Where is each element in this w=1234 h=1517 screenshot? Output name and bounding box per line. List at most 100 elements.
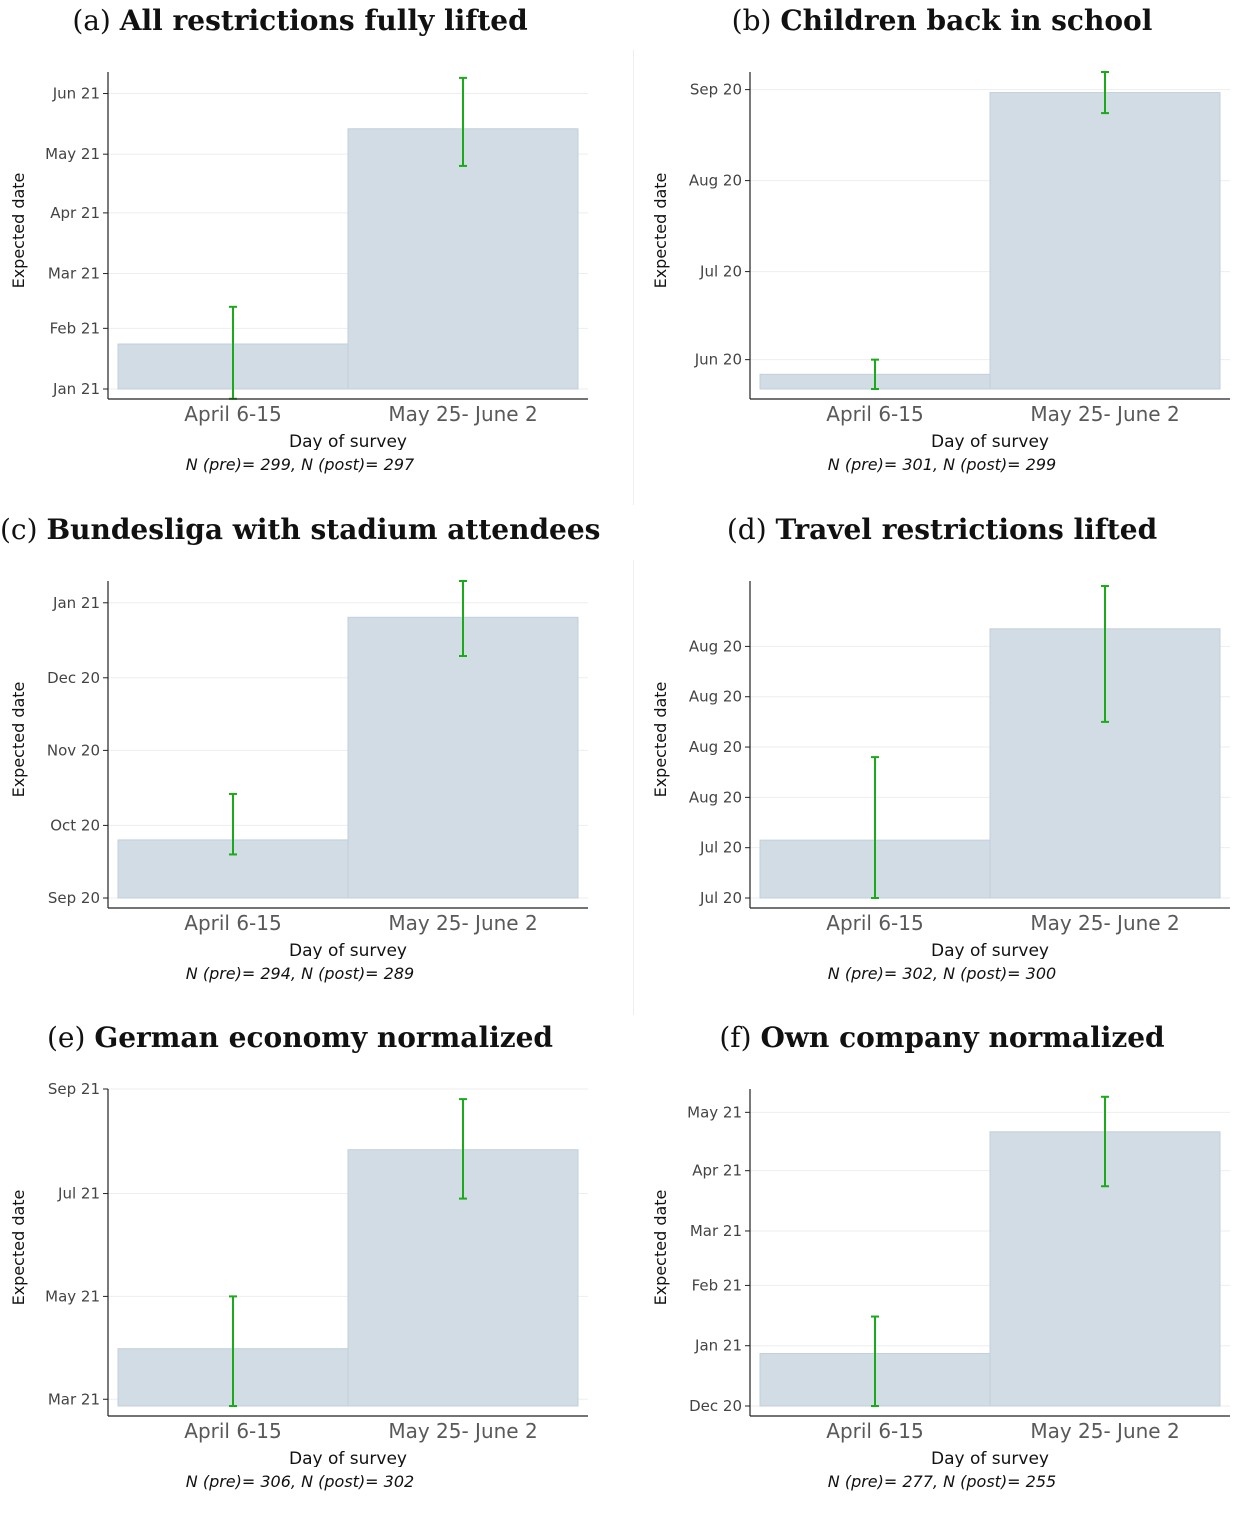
error-bar	[459, 1098, 467, 1200]
bar	[347, 128, 579, 390]
error-bar	[1101, 585, 1109, 723]
chart-plot: Dec 20 Jan 21 Feb 21 Mar 21 Apr 21 May 21 Apri…	[651, 1089, 1230, 1467]
x-category-label: May 25- June 2	[1030, 402, 1179, 426]
chart-panel-b: (b) Children back in school Jun 20 Jul 20…	[642, 0, 1234, 500]
chart-panel-a: (a) All restrictions fully lifted Jan 21…	[0, 0, 600, 500]
y-axis-title: Expected date	[9, 173, 28, 289]
x-axis-title: Day of survey	[931, 432, 1049, 450]
chart-panel-f: (f) Own company normalized Dec 20 Jan 21 F…	[642, 1017, 1234, 1517]
x-axis-title: Day of survey	[289, 1449, 407, 1467]
x-axis-title: Day of survey	[931, 1449, 1049, 1467]
y-tick-label: Jul 21	[57, 1185, 100, 1203]
x-category-label: April 6-15	[184, 1419, 281, 1443]
y-axis-title: Expected date	[651, 682, 670, 798]
y-tick-label: Sep 21	[48, 1080, 100, 1098]
bar	[989, 92, 1221, 390]
error-bar	[1101, 1095, 1109, 1188]
error-bar	[229, 1295, 237, 1407]
chart-title: Bundesliga with stadium attendees	[46, 513, 601, 546]
sample-size-note: N (pre)= 306, N (post)= 302	[185, 1472, 415, 1491]
column-divider	[633, 560, 634, 1015]
y-tick-label: Mar 21	[48, 265, 100, 283]
x-axis-title: Day of survey	[931, 941, 1049, 959]
panel-title: (e) German economy normalized	[0, 1021, 600, 1054]
panel-title: (f) Own company normalized	[642, 1021, 1234, 1054]
panel-label: (e)	[46, 1021, 86, 1054]
y-tick-label: Jun 20	[694, 351, 742, 369]
panel-title: (c) Bundesliga with stadium attendees	[0, 513, 600, 546]
y-tick-label: Jul 20	[699, 839, 742, 857]
panel-title: (b) Children back in school	[642, 4, 1234, 37]
y-tick-label: Feb 21	[50, 319, 100, 337]
sample-size-note: N (pre)= 301, N (post)= 299	[827, 455, 1057, 474]
y-tick-label: Sep 20	[48, 889, 100, 907]
y-tick-label: Apr 21	[50, 204, 100, 222]
y-tick-label: Jan 21	[52, 380, 100, 398]
bar	[347, 616, 579, 899]
column-divider	[633, 50, 634, 505]
chart-plot: Jun 20 Jul 20 Aug 20 Sep 20 April 6-15 May 25…	[651, 71, 1230, 450]
error-bar	[229, 792, 237, 856]
error-bar	[871, 358, 879, 390]
chart-plot: Jul 20 Jul 20 Aug 20 Aug 20 Aug 20 Aug 20 Apri…	[651, 581, 1230, 959]
x-category-label: May 25- June 2	[388, 1419, 537, 1443]
y-tick-label: Jan 21	[694, 1337, 742, 1355]
x-category-label: May 25- June 2	[388, 911, 537, 935]
x-axis-title: Day of survey	[289, 941, 407, 959]
sample-size-note: N (pre)= 277, N (post)= 255	[827, 1472, 1057, 1491]
panel-title: (a) All restrictions fully lifted	[0, 4, 600, 37]
y-tick-label: Aug 20	[689, 637, 742, 655]
chart-panel-e: (e) German economy normalized Mar 21 May …	[0, 1017, 600, 1517]
y-axis-title: Expected date	[651, 173, 670, 289]
sample-size-note: N (pre)= 302, N (post)= 300	[827, 964, 1057, 983]
chart-panel-d: (d) Travel restrictions lifted Jul 20 Jul…	[642, 509, 1234, 1009]
y-tick-label: Feb 21	[692, 1276, 742, 1294]
panel-label: (c)	[0, 513, 38, 546]
y-tick-label: May 21	[687, 1103, 742, 1121]
y-tick-label: May 21	[45, 145, 100, 163]
x-category-label: May 25- June 2	[1030, 911, 1179, 935]
chart-plot: Mar 21 May 21 Jul 21 Sep 21 April 6-15 May 25…	[9, 1080, 588, 1467]
sample-size-note: N (pre)= 294, N (post)= 289	[185, 964, 415, 983]
sample-size-note: N (pre)= 299, N (post)= 297	[185, 455, 415, 474]
panel-title: (d) Travel restrictions lifted	[642, 513, 1234, 546]
error-bar	[1101, 71, 1109, 115]
y-axis-title: Expected date	[651, 1190, 670, 1306]
error-bar	[459, 580, 467, 658]
y-tick-label: Apr 21	[692, 1162, 742, 1180]
chart-title: German economy normalized	[94, 1021, 554, 1054]
x-category-label: May 25- June 2	[1030, 1419, 1179, 1443]
y-tick-label: Mar 21	[48, 1390, 100, 1408]
y-tick-label: Jul 20	[699, 263, 742, 281]
y-tick-label: Aug 20	[689, 172, 742, 190]
panel-label: (f)	[719, 1021, 752, 1054]
x-category-label: April 6-15	[826, 1419, 923, 1443]
error-bar	[871, 756, 879, 899]
chart-panel-c: (c) Bundesliga with stadium attendees Se…	[0, 509, 600, 1009]
x-axis-title: Day of survey	[289, 432, 407, 450]
y-tick-label: Jan 21	[52, 594, 100, 612]
chart-title: Own company normalized	[760, 1021, 1165, 1054]
y-tick-label: Oct 20	[50, 816, 100, 834]
x-category-label: April 6-15	[826, 402, 923, 426]
x-category-label: May 25- June 2	[388, 402, 537, 426]
error-bar	[459, 76, 467, 167]
panel-label: (a)	[72, 4, 111, 37]
y-axis-title: Expected date	[9, 1190, 28, 1306]
y-tick-label: Aug 20	[689, 738, 742, 756]
panel-label: (d)	[726, 513, 767, 546]
chart-plot: Jan 21 Feb 21 Mar 21 Apr 21 May 21 Jun 21 Apri…	[9, 72, 588, 450]
y-tick-label: Jun 21	[52, 85, 100, 103]
chart-title: Travel restrictions lifted	[775, 513, 1158, 546]
y-tick-label: May 21	[45, 1287, 100, 1305]
y-tick-label: Nov 20	[47, 741, 100, 759]
y-tick-label: Jul 20	[699, 889, 742, 907]
x-category-label: April 6-15	[826, 911, 923, 935]
y-tick-label: Sep 20	[690, 81, 742, 99]
y-axis-title: Expected date	[9, 682, 28, 798]
y-tick-label: Aug 20	[689, 788, 742, 806]
y-tick-label: Aug 20	[689, 688, 742, 706]
chart-title: All restrictions fully lifted	[119, 4, 528, 37]
chart-title: Children back in school	[780, 4, 1153, 37]
chart-plot: Sep 20 Oct 20 Nov 20 Dec 20 Jan 21 April 6-15…	[9, 580, 588, 959]
